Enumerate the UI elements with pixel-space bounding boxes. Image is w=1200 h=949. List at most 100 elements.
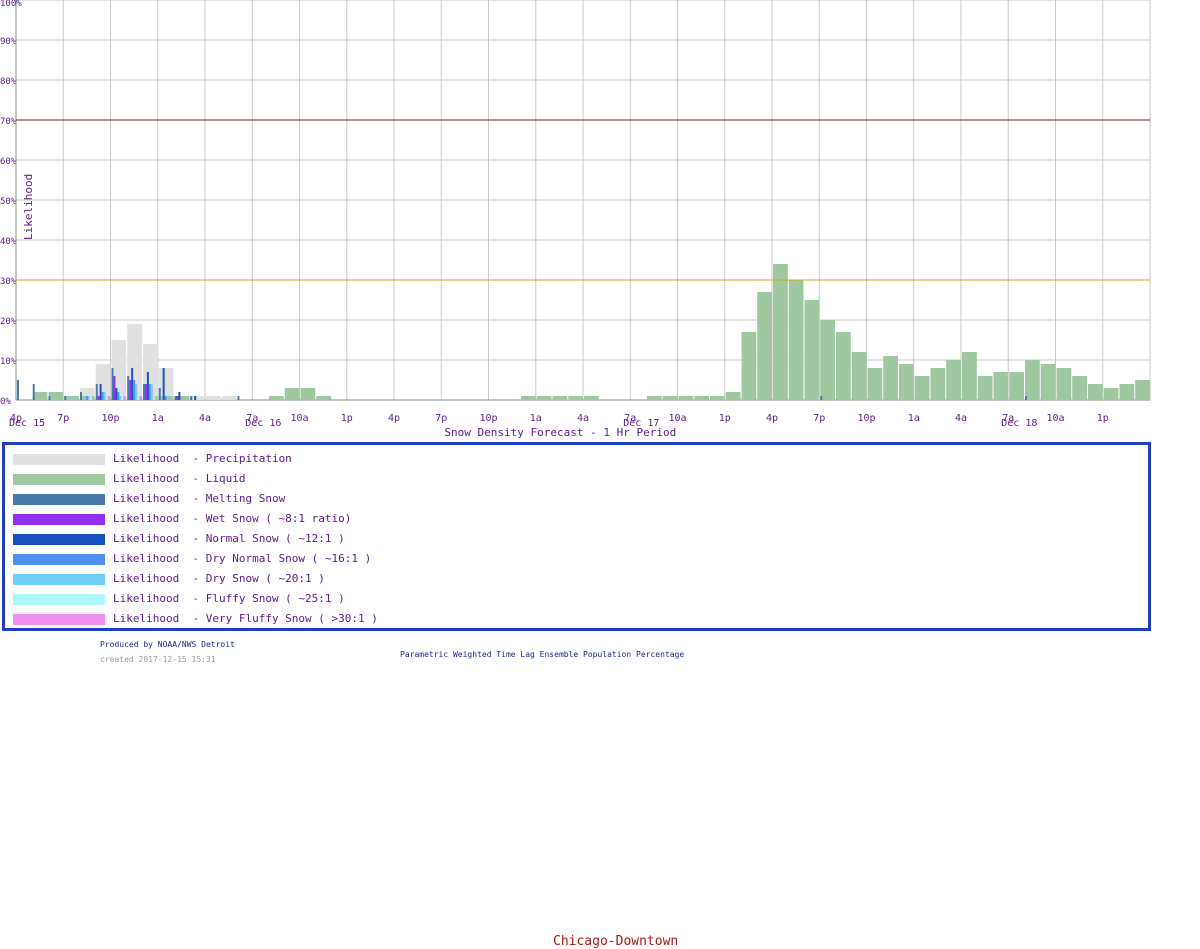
bar — [17, 380, 19, 400]
x-tick-label: 10p — [101, 413, 119, 424]
legend-panel: Likelihood - Precipitation Likelihood - L… — [2, 442, 1151, 949]
bar — [176, 396, 179, 400]
legend-label: Likelihood - Precipitation — [113, 452, 292, 465]
bar — [1025, 360, 1040, 400]
x-tick-label: 1p — [719, 413, 731, 424]
y-tick-label: 60% — [0, 157, 17, 167]
x-tick-label: 10a — [290, 413, 308, 424]
date-label: Dec 16 — [245, 418, 281, 429]
bar — [1056, 368, 1072, 400]
bar — [773, 264, 788, 400]
legend-swatch — [13, 614, 105, 625]
legend-label: Likelihood - Liquid — [113, 472, 246, 485]
bar — [1040, 364, 1056, 400]
bar — [300, 388, 316, 400]
bar — [788, 280, 804, 400]
x-tick-label: 7p — [813, 413, 825, 424]
bar — [269, 396, 284, 400]
bar — [95, 364, 111, 400]
bar — [284, 388, 300, 400]
bar — [221, 396, 237, 400]
bar — [139, 396, 141, 400]
x-tick-label: 7p — [435, 413, 447, 424]
bar — [133, 380, 136, 400]
bar — [64, 396, 79, 400]
bar — [725, 392, 741, 400]
bar — [121, 396, 124, 400]
y-tick-label: 10% — [0, 357, 17, 367]
bar — [80, 392, 82, 400]
legend-swatch — [13, 594, 105, 605]
x-tick-label: 4a — [955, 413, 967, 424]
bar — [131, 368, 134, 400]
bar — [174, 396, 177, 400]
bar — [158, 368, 174, 400]
bar — [95, 384, 98, 400]
x-tick-label: 7a — [246, 413, 258, 424]
bar — [930, 368, 946, 400]
bar — [174, 396, 190, 400]
y-tick-label: 30% — [0, 277, 17, 287]
legend-swatch — [13, 574, 105, 585]
bar — [710, 396, 725, 400]
bar — [1072, 376, 1087, 400]
bar — [162, 368, 165, 400]
y-tick-label: 50% — [0, 197, 17, 207]
bar — [1088, 384, 1103, 400]
bar — [32, 384, 35, 400]
bar — [741, 332, 757, 400]
bar — [97, 396, 100, 400]
bar — [123, 396, 126, 400]
bar — [119, 396, 122, 400]
legend-swatch — [13, 454, 105, 465]
bar — [85, 396, 88, 400]
produced-by-text: Produced by NOAA/NWS Detroit — [100, 640, 235, 649]
x-tick-label: 4a — [199, 413, 211, 424]
bar — [694, 396, 709, 400]
bar — [914, 376, 930, 400]
legend-swatch — [13, 514, 105, 525]
x-tick-label: 4p — [388, 413, 400, 424]
bar — [135, 384, 138, 400]
bar — [1119, 384, 1135, 400]
bar — [647, 396, 662, 400]
bar — [316, 396, 331, 400]
y-tick-label: 70% — [0, 117, 17, 127]
bar — [115, 388, 118, 400]
bar — [152, 396, 155, 400]
y-tick-label: 90% — [0, 37, 17, 47]
x-tick-label: 7p — [57, 413, 69, 424]
x-tick-label: 1p — [1097, 413, 1109, 424]
x-tick-label: 10a — [1046, 413, 1064, 424]
bar — [867, 368, 883, 400]
bar — [237, 396, 240, 400]
bar — [820, 320, 835, 400]
bar — [127, 376, 130, 400]
x-tick-label: 4p — [10, 413, 22, 424]
x-tick-label: 7a — [624, 413, 636, 424]
bar — [117, 392, 120, 400]
bar — [678, 396, 694, 400]
bar — [584, 396, 599, 400]
bar — [536, 396, 552, 400]
bar — [48, 396, 51, 400]
bar — [32, 392, 48, 400]
y-tick-label: 80% — [0, 77, 17, 87]
bar — [993, 372, 1009, 400]
x-tick-label: 4a — [577, 413, 589, 424]
bar — [883, 356, 898, 400]
legend-label: Likelihood - Dry Snow ( ~20:1 ) — [113, 572, 325, 585]
bar — [146, 372, 149, 400]
legend-label: Likelihood - Normal Snow ( ~12:1 ) — [113, 532, 345, 545]
snow-density-chart: 0% 10% 20% 30% 40% 50% 60% 70% 80% 90% 100% Likelih… — [0, 0, 1151, 439]
date-label: Dec 17 — [623, 418, 659, 429]
legend-label: Likelihood - Fluffy Snow ( ~25:1 ) — [113, 592, 345, 605]
legend-label: Likelihood - Melting Snow — [113, 492, 286, 505]
bar — [190, 396, 205, 400]
bar — [568, 396, 583, 400]
bar — [946, 360, 961, 400]
bar — [820, 396, 823, 400]
bar — [64, 396, 67, 400]
bar — [101, 392, 104, 400]
x-tick-label: 1a — [152, 413, 164, 424]
